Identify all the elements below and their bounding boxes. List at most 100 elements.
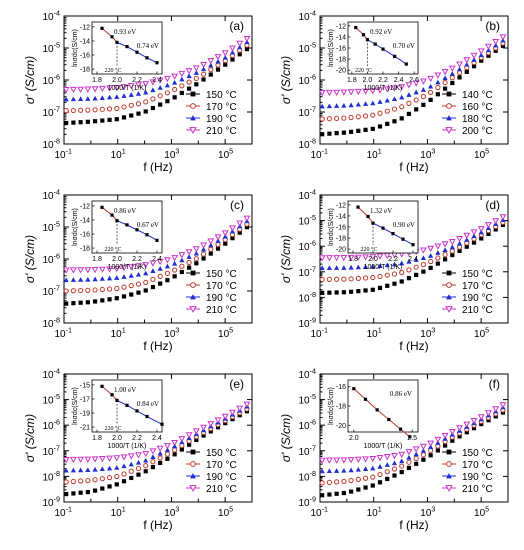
panel-b: 10-8 10-7 10-6 10-5 10-4 10-1 101 103 105 σ' (S/c… <box>279 9 509 174</box>
panel-a: 10-8 10-7 10-6 10-5 10-4 10-1 101 103 105 σ' (S/c… <box>23 9 253 174</box>
marker-triangle-down <box>499 34 507 41</box>
marker-triangle <box>179 76 185 82</box>
marker-square <box>334 131 339 136</box>
marker-square <box>107 297 112 302</box>
marker-triangle <box>200 66 207 72</box>
marker-circle <box>150 96 156 102</box>
marker-triangle-down <box>84 267 92 274</box>
marker-triangle-down <box>127 264 135 271</box>
marker-square <box>172 95 177 100</box>
marker-triangle <box>406 92 412 97</box>
marker-triangle-down <box>318 255 326 262</box>
legend-label: 150 °C <box>206 90 237 101</box>
marker-circle <box>106 475 113 481</box>
marker-triangle <box>442 247 448 252</box>
marker-triangle <box>370 264 376 269</box>
panel-letter: (c) <box>230 198 244 212</box>
inset-point <box>145 233 149 237</box>
marker-triangle <box>143 457 149 463</box>
marker-circle <box>391 466 398 472</box>
marker-triangle <box>391 96 398 102</box>
marker-triangle <box>471 233 477 239</box>
marker-square <box>179 269 184 275</box>
marker-square <box>179 90 184 96</box>
marker-triangle <box>355 264 361 270</box>
marker-triangle-down <box>347 254 355 262</box>
inset-x-tick-label: 2.4 <box>152 256 162 263</box>
inset-point <box>115 219 119 223</box>
marker-circle <box>370 112 376 118</box>
inset-x-tick-label: 2.4 <box>152 435 162 442</box>
marker-triangle-down <box>369 455 377 463</box>
marker-triangle-down <box>178 436 186 443</box>
series-190C <box>63 39 250 102</box>
marker-square <box>334 491 339 496</box>
inset-x-label: 1000/T (1/K) <box>364 443 403 450</box>
inset-x-tick-label: 2.2 <box>132 435 142 442</box>
marker-square <box>348 489 354 494</box>
marker-triangle-down <box>492 39 500 46</box>
marker-triangle-down <box>214 234 222 241</box>
marker-triangle <box>215 58 221 64</box>
marker-triangle-down <box>221 413 229 421</box>
marker-square <box>392 473 397 478</box>
marker-triangle <box>164 447 170 452</box>
marker-triangle-down <box>236 220 244 227</box>
marker-circle <box>446 461 452 467</box>
marker-triangle <box>449 244 455 250</box>
marker-circle <box>362 113 369 119</box>
marker-square <box>486 418 491 423</box>
marker-triangle-down <box>463 57 471 64</box>
marker-square <box>172 452 177 457</box>
marker-square <box>446 270 452 276</box>
marker-triangle-down <box>69 267 77 274</box>
marker-circle <box>334 115 340 122</box>
marker-triangle-down <box>383 252 391 260</box>
marker-triangle-down <box>62 86 70 94</box>
marker-square <box>356 289 361 294</box>
marker-circle <box>164 90 170 96</box>
marker-triangle-down <box>106 85 114 92</box>
marker-circle <box>420 93 426 100</box>
marker-circle <box>399 104 405 110</box>
marker-circle <box>179 263 185 269</box>
marker-circle <box>164 270 170 276</box>
marker-triangle-down <box>470 52 478 60</box>
marker-triangle <box>413 89 419 95</box>
inset-point <box>354 25 358 30</box>
x-tick-label: 105 <box>474 147 489 162</box>
marker-square <box>446 91 452 97</box>
marker-circle <box>99 106 105 112</box>
inset-point <box>135 409 139 413</box>
marker-square <box>158 460 163 466</box>
marker-triangle <box>172 260 178 266</box>
inset-point <box>404 62 408 66</box>
marker-square <box>190 449 196 455</box>
marker-triangle <box>341 102 347 108</box>
inset-point <box>361 33 366 37</box>
marker-triangle <box>399 260 405 266</box>
marker-square <box>194 437 199 442</box>
marker-triangle <box>377 99 383 104</box>
y-tick-label: 10-4 <box>42 188 60 203</box>
marker-triangle <box>78 96 84 102</box>
series-210C <box>318 402 507 465</box>
marker-triangle-down <box>185 432 193 439</box>
inset-point <box>110 35 114 39</box>
marker-circle <box>215 62 221 68</box>
marker-triangle <box>435 250 441 255</box>
marker-triangle <box>106 94 113 100</box>
inset-y-tick-label: -16 <box>80 53 90 60</box>
inset-point <box>155 61 159 65</box>
series-140C <box>320 43 506 137</box>
marker-triangle-down <box>391 85 398 92</box>
x-tick-label: 10-1 <box>310 147 328 162</box>
x-tick-label: 101 <box>111 326 126 341</box>
inset-x-label: 1000/T (1/K) <box>108 85 147 92</box>
marker-circle <box>391 106 398 112</box>
marker-triangle <box>355 101 361 107</box>
marker-square <box>486 231 491 237</box>
inset-y-tick-label: -14 <box>80 38 90 45</box>
